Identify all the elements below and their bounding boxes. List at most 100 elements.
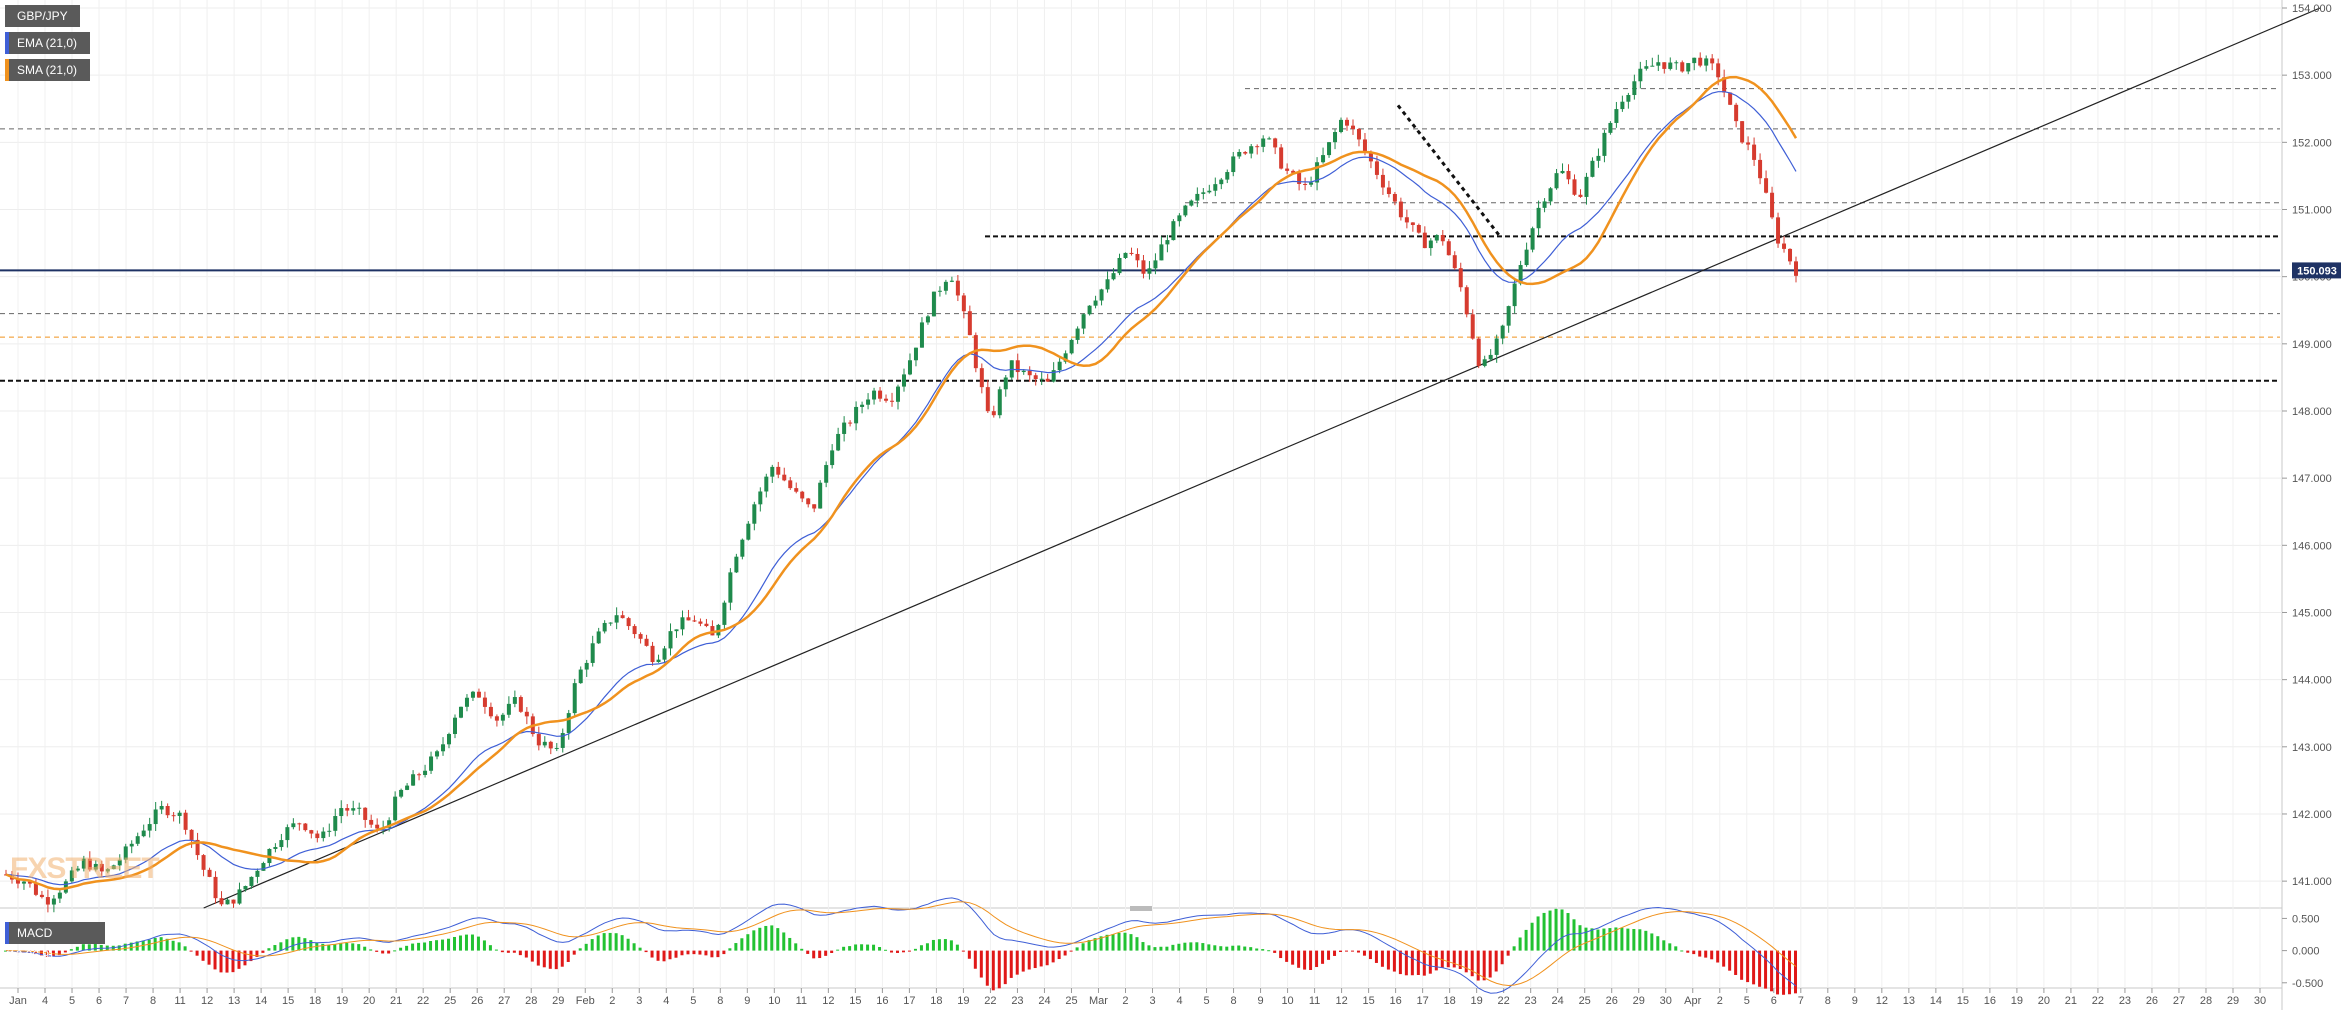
candlesticks [4,52,1798,913]
macd-histogram-bar [1452,950,1456,968]
candle-body [1099,289,1104,301]
candle-body [590,643,595,663]
candle-body [1554,173,1559,189]
candle-body [1686,63,1691,72]
macd-histogram-bar [1416,950,1420,975]
candle-body [955,280,960,296]
legend-sma[interactable]: SMA (21,0) [5,59,90,81]
x-tick-label: 24 [1552,995,1564,1007]
macd-histogram-bar [1506,950,1510,956]
candle-body [1213,184,1218,191]
candle-body [405,785,410,790]
macd-histogram-bar [1746,950,1750,983]
macd-histogram-bar [39,950,43,956]
candle-body [1470,314,1475,339]
x-tick-label: 22 [417,995,429,1007]
candle-body [985,387,990,412]
x-tick-label: 6 [96,995,102,1007]
candle-body [1195,193,1200,201]
macd-histogram-bar [213,950,217,970]
x-tick-label: 2 [609,995,615,1007]
candle-body [87,858,92,870]
macd-swatch [5,922,9,944]
legend-macd[interactable]: MACD (12,26,9) [5,922,105,962]
candle-body [1225,172,1230,180]
macd-histogram-bar [482,940,486,951]
candle-body [572,683,577,714]
x-tick-label: 19 [336,995,348,1007]
macd-histogram-bar [183,946,187,951]
legend-sma-label: SMA (21,0) [17,63,78,77]
macd-histogram-bar [770,925,774,951]
candle-body [1027,370,1032,376]
candle-body [213,876,218,899]
candle-body [219,898,224,905]
macd-histogram-bar [147,939,151,951]
candle-body [1183,205,1188,216]
x-tick-label: 15 [1362,995,1374,1007]
macd-histogram-bar [566,950,570,962]
macd-histogram-bar [273,945,277,951]
macd-histogram-bar [512,950,516,953]
candle-body [171,815,176,817]
macd-histogram-bar [1482,950,1486,981]
candle-body [303,823,308,831]
y-tick-label: 149.000 [2292,339,2332,351]
macd-histogram-bar [1273,950,1277,953]
candle-body [1476,338,1481,366]
macd-histogram-bar [476,936,480,951]
macd-histogram-bar [518,950,522,956]
macd-histogram-bar [452,936,456,951]
macd-histogram-bar [1081,943,1085,951]
candle-body [554,747,559,749]
candle-body [1045,378,1050,382]
macd-histogram-bar [195,950,199,956]
macd-histogram-bar [1764,950,1768,989]
y-tick-label: 151.000 [2292,204,2332,216]
candle-body [1596,155,1601,161]
candle-body [1345,119,1350,126]
candle-body [1177,215,1182,222]
macd-histogram-bar [788,937,792,951]
x-tick-label: 2 [1122,995,1128,1007]
candle-body [57,892,62,899]
candle-body [1692,57,1697,64]
macd-histogram-bar [913,948,917,951]
legend-ema[interactable]: EMA (21,0) [5,32,90,54]
x-tick-label: 23 [1011,995,1023,1007]
macd-histogram-bar [387,950,391,954]
macd-histogram-bar [746,934,750,951]
macd-histogram-bar [919,945,923,951]
candle-body [411,774,416,786]
macd-histogram-bar [1033,950,1037,969]
macd-histogram-bar [1596,929,1600,951]
candle-body [1237,151,1242,157]
macd-histogram-bar [93,943,97,951]
candle-body [1398,201,1403,218]
macd-histogram-bar [614,933,618,951]
candle-body [1069,339,1074,354]
macd-histogram-bar [470,934,474,951]
x-tick-label: 2 [1717,995,1723,1007]
x-tick-label: 18 [309,995,321,1007]
macd-histogram-bar [1069,950,1073,952]
candle-body [764,476,769,492]
x-tick-label: 5 [69,995,75,1007]
candle-body [333,816,338,831]
candle-body [614,615,619,623]
legend-pair[interactable]: GBP/JPY [5,5,80,27]
candle-body [512,697,517,704]
candle-body [357,807,362,809]
candle-body [1716,63,1721,78]
macd-histogram-bar [884,949,888,951]
y-tick-label: 144.000 [2292,675,2332,687]
x-tick-label: 20 [2038,995,2050,1007]
candle-body [866,399,871,405]
candle-body [518,697,523,712]
macd-histogram-bar [219,950,223,973]
x-tick-label: 4 [1176,995,1182,1007]
candle-body [476,691,481,698]
macd-histogram-bar [111,945,115,951]
candle-body [1584,176,1589,197]
candle-body [680,617,685,630]
